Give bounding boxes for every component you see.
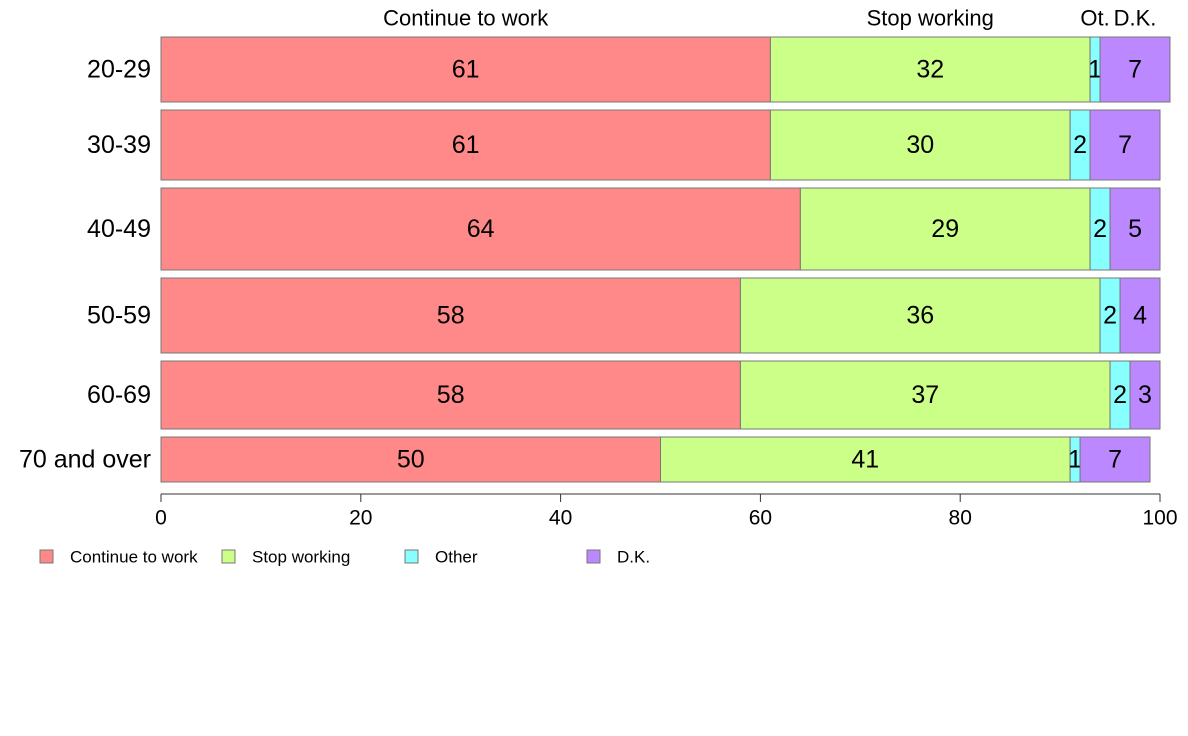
bar-segment	[1099, 36, 1171, 103]
legend-label: Stop working	[252, 548, 350, 567]
x-tick-label: 60	[749, 507, 772, 530]
legend-label: Other	[435, 548, 478, 567]
data-label: 2	[1103, 302, 1117, 330]
data-label: 1	[1068, 446, 1082, 474]
x-tick-label: 20	[349, 507, 372, 530]
data-label: 2	[1093, 215, 1107, 243]
bar-segment	[1119, 277, 1161, 354]
category-label: 30-39	[87, 131, 151, 159]
data-label: 50	[397, 446, 425, 474]
legend-swatch	[404, 549, 419, 564]
data-label: 7	[1118, 131, 1132, 159]
bar-segment	[769, 109, 1071, 181]
data-label: 36	[906, 302, 934, 330]
data-label: 1	[1088, 56, 1102, 84]
data-label: 61	[452, 131, 480, 159]
bar-segment	[160, 360, 741, 430]
series-top-label: Continue to work	[383, 6, 549, 31]
data-label: 4	[1133, 302, 1147, 330]
bar-segment	[1079, 436, 1151, 483]
bar-segment	[1129, 360, 1161, 430]
x-tick-label: 40	[549, 507, 572, 530]
legend-label: D.K.	[617, 548, 650, 567]
x-tick-label: 0	[155, 507, 167, 530]
data-label: 5	[1128, 215, 1142, 243]
category-label: 50-59	[87, 302, 151, 330]
data-label: 7	[1108, 446, 1122, 474]
data-label: 58	[437, 302, 465, 330]
data-label: 30	[906, 131, 934, 159]
legend-swatch	[221, 549, 236, 564]
bar-segment	[1109, 187, 1161, 271]
category-label: 40-49	[87, 215, 151, 243]
category-label: 70 and over	[19, 446, 151, 474]
series-top-label: Ot.	[1080, 6, 1109, 31]
legend-swatch	[586, 549, 601, 564]
bar-segment	[160, 436, 661, 483]
data-label: 3	[1138, 381, 1152, 409]
bar-segment	[160, 109, 771, 181]
x-tick-label: 100	[1142, 507, 1177, 530]
bar-segment	[1089, 109, 1161, 181]
bar-segment	[160, 187, 801, 271]
data-label: 2	[1113, 381, 1127, 409]
bar-segment	[769, 36, 1091, 103]
bar-segment	[160, 36, 771, 103]
bar-segment	[739, 360, 1111, 430]
series-top-label: Stop working	[867, 6, 994, 31]
data-label: 29	[931, 215, 959, 243]
category-label: 60-69	[87, 381, 151, 409]
bar-segment	[660, 436, 1071, 483]
x-tick-label: 80	[949, 507, 972, 530]
legend-swatch	[39, 549, 54, 564]
category-label: 20-29	[87, 56, 151, 84]
data-label: 7	[1128, 56, 1142, 84]
data-label: 58	[437, 381, 465, 409]
data-label: 41	[851, 446, 879, 474]
data-label: 32	[916, 56, 944, 84]
series-top-label: D.K.	[1114, 6, 1157, 31]
data-label: 61	[452, 56, 480, 84]
data-label: 37	[911, 381, 939, 409]
bar-segment	[160, 277, 741, 354]
legend-label: Continue to work	[70, 548, 198, 567]
data-label: 64	[467, 215, 495, 243]
data-label: 2	[1073, 131, 1087, 159]
bar-segment	[799, 187, 1091, 271]
